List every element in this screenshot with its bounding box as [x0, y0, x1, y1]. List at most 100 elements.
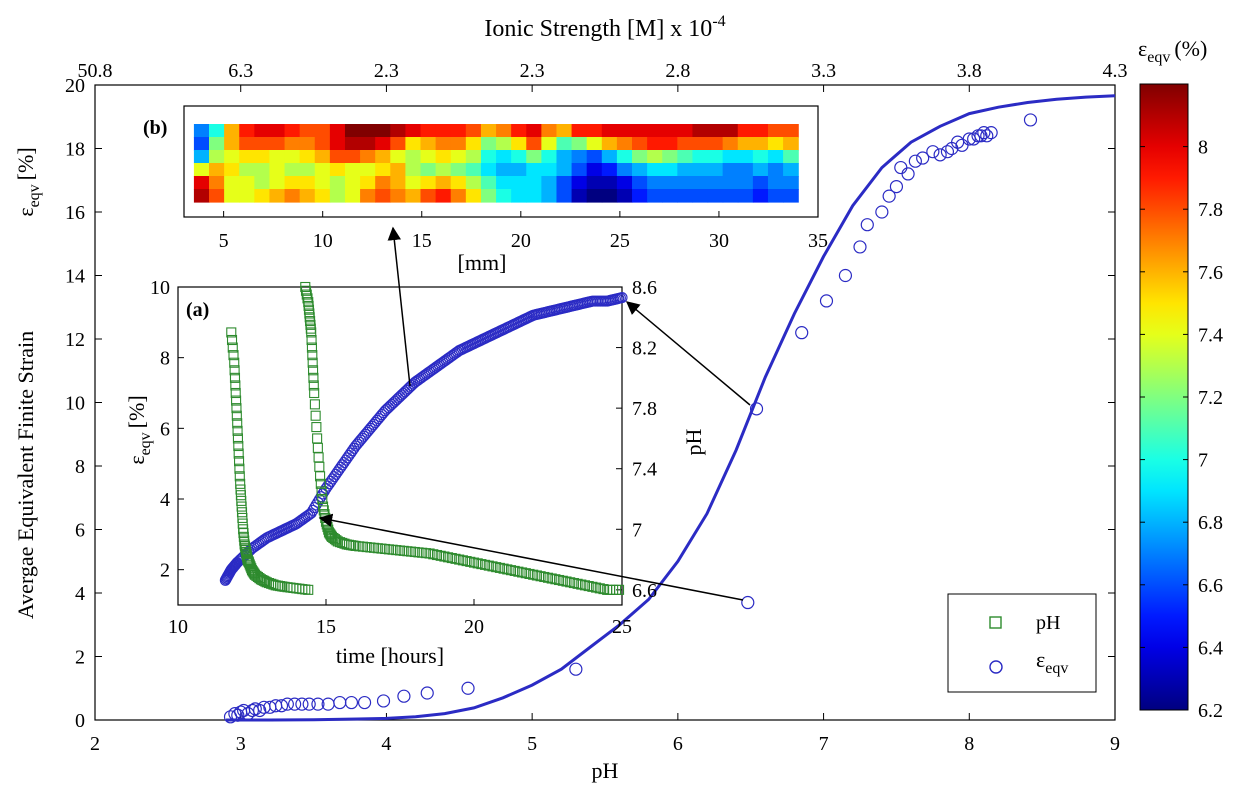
heatmap-cell — [344, 163, 361, 177]
y-tick-label: 6 — [75, 520, 85, 542]
inset-a-ph-point — [315, 471, 326, 482]
heatmap-cell — [405, 124, 422, 138]
top-axis-tick-label: 2.3 — [374, 60, 399, 82]
top-axis-label-base: Ionic Strength [M] x 10 — [484, 16, 712, 42]
heatmap-cell — [752, 176, 769, 190]
heatmap-cell — [480, 124, 497, 138]
inset-a-ph-point — [480, 559, 491, 570]
heatmap-cell — [209, 137, 225, 151]
symbol-base: ε — [1138, 36, 1147, 61]
heatmap-cell — [511, 124, 527, 138]
heatmap-cell — [677, 189, 694, 203]
heatmap-cell — [465, 150, 482, 164]
inset-a-ph-point — [613, 584, 625, 595]
heatmap-cell — [722, 124, 739, 138]
heatmap-cell — [314, 189, 331, 203]
x-tick-label: 6 — [673, 733, 683, 755]
heatmap-cell — [254, 189, 271, 203]
colorbar: 6.2 6.4 6.6 6.8 7 7.2 7.4 7.6 7.8 8 εeqv (%) — [1138, 36, 1223, 722]
heatmap-cell — [329, 137, 346, 151]
heatmap-cell — [722, 163, 739, 177]
heatmap-cell — [420, 124, 437, 138]
heatmap-cell — [435, 189, 452, 203]
inset-a-y2-axis-label: pH — [681, 428, 706, 455]
heatmap-cell — [360, 163, 376, 177]
heatmap-cell — [375, 163, 391, 177]
inset-a-ph-point — [307, 357, 318, 368]
heatmap-cell — [707, 124, 724, 138]
inset-a-ph-point — [232, 418, 243, 429]
x-tick-label: 9 — [1110, 733, 1120, 755]
colorbar-tick-label: 8 — [1198, 137, 1208, 159]
inset-a-ph-point — [309, 399, 320, 410]
x-tick-label: 8 — [964, 733, 974, 755]
heatmap-cell — [193, 124, 210, 138]
heatmap-cell — [360, 137, 376, 151]
heatmap-cell — [193, 150, 210, 164]
colorbar-tick-label: 6.4 — [1198, 637, 1223, 659]
eqv-point — [795, 326, 809, 340]
heatmap-cell — [314, 163, 331, 177]
heatmap-cell — [707, 163, 724, 177]
inset-a-ph-point — [307, 365, 319, 376]
eqv-point — [838, 268, 853, 283]
inset-a-ph-point — [554, 574, 565, 586]
heatmap-cell — [526, 150, 542, 164]
heatmap-cell — [677, 150, 694, 164]
heatmap-cell — [601, 124, 618, 138]
inset-a-ph-point — [229, 365, 240, 376]
inset-a-ph-point — [476, 559, 487, 570]
symbol-sub: eqv — [1147, 49, 1170, 66]
heatmap-cell — [480, 176, 497, 190]
colorbar-tick-label: 7.8 — [1198, 199, 1223, 221]
inset-a-eqv-point — [307, 504, 319, 516]
eqv-point — [253, 703, 267, 718]
heatmap-cell — [450, 150, 467, 164]
eqv-point — [311, 697, 325, 711]
heatmap-cell — [662, 137, 678, 151]
inset-a-ph-point — [498, 563, 509, 574]
inset-a-ph-point — [542, 572, 554, 583]
symbol-base: ε — [13, 207, 38, 216]
inset-a-ph-point — [302, 293, 313, 304]
heatmap-cell — [541, 150, 558, 164]
inset-a-ph-point — [227, 342, 238, 353]
colorbar-tick-label: 7.4 — [1198, 324, 1223, 346]
colorbar-tick-label: 6.6 — [1198, 575, 1223, 597]
heatmap-cell — [707, 176, 724, 190]
heatmap-cell — [632, 163, 648, 177]
heatmap-cell — [209, 176, 225, 190]
heatmap-cell — [390, 176, 407, 190]
eqv-point — [940, 145, 955, 159]
inset-a-ph-point — [494, 562, 505, 573]
heatmap-cell — [616, 176, 633, 190]
inset-a-panel-label: (a) — [186, 299, 209, 321]
heatmap-cell — [239, 163, 255, 177]
legend-eqv-label: εeqv — [1036, 647, 1068, 677]
symbol-sub: eqv — [1045, 660, 1068, 677]
heatmap-cell — [224, 150, 240, 164]
eqv-point — [889, 180, 904, 194]
heatmap-cell — [601, 137, 618, 151]
annotation-arrows — [318, 226, 751, 601]
heatmap-cell — [752, 150, 769, 164]
eqv-point — [853, 240, 867, 254]
heatmap-cell — [601, 163, 618, 177]
heatmap-cell — [752, 189, 769, 203]
inset-a-ph-point — [557, 575, 568, 586]
heatmap-cell — [435, 163, 452, 177]
heatmap-cell — [344, 150, 361, 164]
inset-a-ph-point — [457, 555, 468, 566]
inset-a-ph-point — [524, 568, 535, 580]
inset-a-ph-point — [306, 327, 317, 338]
inset-a-eqv-point — [305, 507, 317, 519]
eqv-point — [1023, 113, 1038, 127]
heatmap-cell — [375, 137, 391, 151]
heatmap-cell — [737, 189, 754, 203]
inset-a-ph-point — [308, 380, 319, 391]
heatmap-cell — [314, 137, 331, 151]
fit-curve — [226, 94, 1116, 722]
inset-a-ph-point — [231, 403, 242, 414]
y-tick-label: 10 — [65, 393, 85, 415]
